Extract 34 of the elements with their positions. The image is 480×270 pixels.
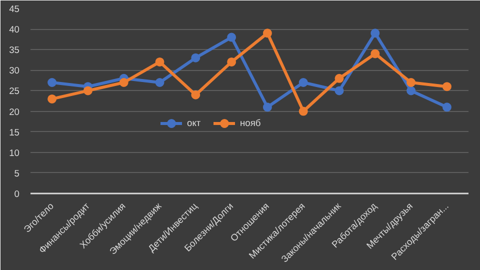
legend-label: нояб [240,118,261,128]
point [48,94,57,104]
point [442,82,452,92]
y-tick-label: 45 [9,4,20,14]
legend-label: окт [187,118,202,128]
point [227,57,236,66]
point [191,90,200,100]
point [442,102,452,112]
y-tick-label: 20 [9,106,20,117]
point [406,78,416,87]
point [119,78,128,87]
y-tick-label: 5 [14,168,20,178]
y-tick-label: 15 [9,127,20,138]
y-tick-label: 35 [9,45,20,56]
y-tick-label: 10 [9,148,20,158]
y-tick-label: 30 [9,66,20,76]
point [227,32,236,42]
point [406,86,416,96]
point [298,78,308,87]
point [155,57,164,66]
point [334,86,344,96]
point [191,53,200,62]
y-tick-label: 40 [9,24,20,35]
y-tick-label: 25 [9,86,20,96]
point [262,28,272,38]
point [334,74,344,83]
point [48,78,57,87]
point [298,106,308,116]
y-tick-label: 0 [14,189,20,199]
point [83,86,92,96]
point [370,49,380,58]
point [370,28,380,38]
point [155,78,164,87]
point [262,102,272,112]
